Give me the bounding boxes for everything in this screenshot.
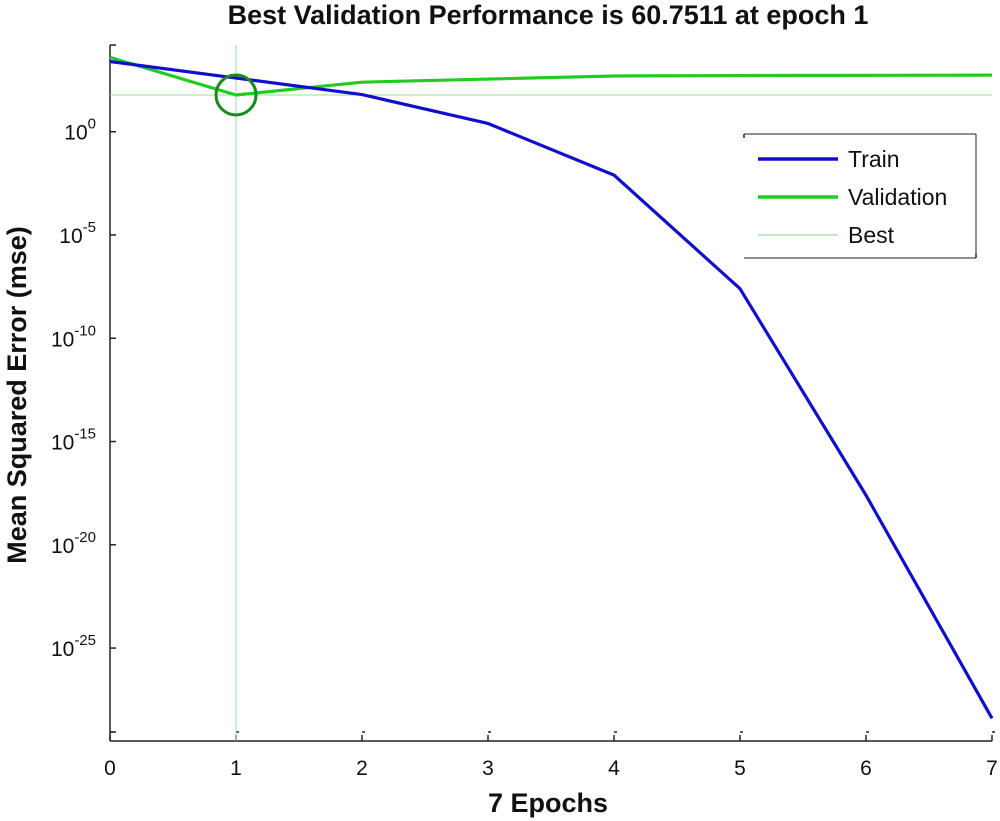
y-tick-label: 100: [64, 116, 96, 145]
y-tick-label: 10-5: [59, 219, 96, 248]
x-axis-ticks: 0 1 2 3 4 5 6 7: [104, 731, 998, 780]
best-point-circle: [214, 73, 258, 117]
legend-label-best: Best: [848, 222, 895, 248]
x-tick-label: 3: [482, 757, 494, 780]
legend-label-train: Train: [848, 146, 900, 172]
y-axis-label: Mean Squared Error (mse): [2, 226, 32, 564]
y-axis-ticks: 100 10-5 10-10 10-15 10-20 10-25: [51, 116, 116, 661]
legend-label-validation: Validation: [848, 184, 947, 210]
x-tick-label: 1: [230, 757, 242, 780]
chart-title: Best Validation Performance is 60.7511 a…: [228, 0, 869, 30]
series-train-line: [109, 59, 994, 720]
legend: Train Validation Best: [743, 133, 977, 259]
y-tick-label: 10-20: [51, 529, 96, 558]
y-tick-label: 10-25: [51, 632, 96, 661]
y-tick-label: 10-10: [51, 322, 96, 351]
best-marker: [214, 73, 258, 117]
y-tick-label: 10-15: [51, 426, 96, 455]
x-tick-label: 4: [608, 757, 620, 780]
x-tick-label: 0: [104, 757, 116, 780]
x-tick-label: 5: [734, 757, 746, 780]
x-tick-label: 6: [860, 757, 872, 780]
x-axis-label: 7 Epochs: [488, 788, 608, 818]
x-tick-label: 2: [356, 757, 368, 780]
x-tick-label: 7: [986, 757, 998, 780]
